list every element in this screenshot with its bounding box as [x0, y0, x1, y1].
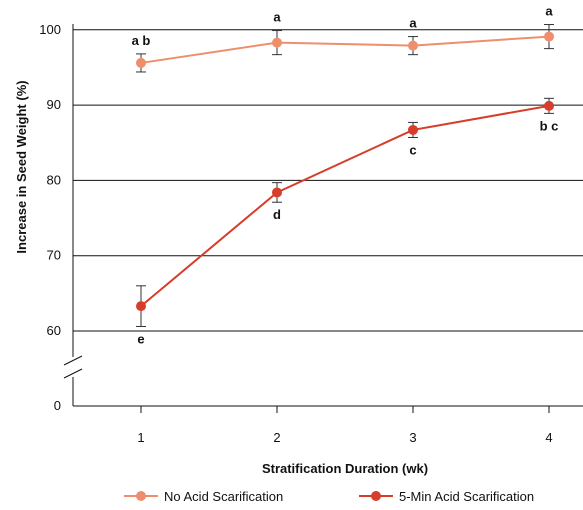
x-tick-label: 3 [409, 430, 416, 445]
y-axis-title: Increase in Seed Weight (%) [14, 80, 29, 253]
x-tick-label: 2 [273, 430, 280, 445]
data-point [408, 40, 418, 51]
y-tick-label: 80 [47, 172, 61, 187]
tick-labels: 0 60 70 80 90 100 1 2 3 4 [39, 22, 552, 445]
y-tick-label: 60 [47, 323, 61, 338]
series-line [140, 35, 550, 64]
legend-marker [136, 491, 146, 501]
y-tick-label: 0 [54, 398, 61, 413]
data-point [544, 31, 554, 42]
significance-label: c [409, 142, 416, 157]
significance-label: e [137, 331, 144, 346]
data-point [272, 187, 282, 198]
significance-label: a [545, 4, 553, 19]
y-tick-label: 100 [39, 22, 61, 37]
legend-marker [371, 491, 381, 501]
series-2: e d c b c [136, 97, 559, 346]
series-layer: a b a a a e d c b c [132, 4, 559, 347]
series-line [140, 104, 550, 307]
significance-label: b c [540, 118, 559, 133]
axes [63, 24, 583, 413]
legend-item-2: 5-Min Acid Scarification [359, 489, 534, 504]
data-point [544, 100, 554, 111]
legend-label: 5-Min Acid Scarification [399, 489, 534, 504]
legend: No Acid Scarification 5-Min Acid Scarific… [124, 489, 534, 504]
significance-label: a b [132, 33, 151, 48]
data-point [272, 37, 282, 48]
data-point [136, 301, 146, 312]
data-point [136, 57, 146, 68]
series-1: a b a a a [132, 4, 554, 73]
legend-item-1: No Acid Scarification [124, 489, 283, 504]
y-tick-label: 90 [47, 97, 61, 112]
axis-break-mark [63, 368, 83, 379]
axis-break-mark [63, 355, 83, 366]
x-tick-label: 1 [137, 430, 144, 445]
x-tick-label: 4 [545, 430, 552, 445]
y-tick-label: 70 [47, 248, 61, 263]
legend-label: No Acid Scarification [164, 489, 283, 504]
significance-label: a [409, 16, 417, 31]
grid-lines [73, 29, 583, 332]
x-axis-title: Stratification Duration (wk) [262, 461, 428, 476]
data-point [408, 124, 418, 135]
significance-label: a [273, 10, 281, 25]
significance-label: d [273, 207, 281, 222]
